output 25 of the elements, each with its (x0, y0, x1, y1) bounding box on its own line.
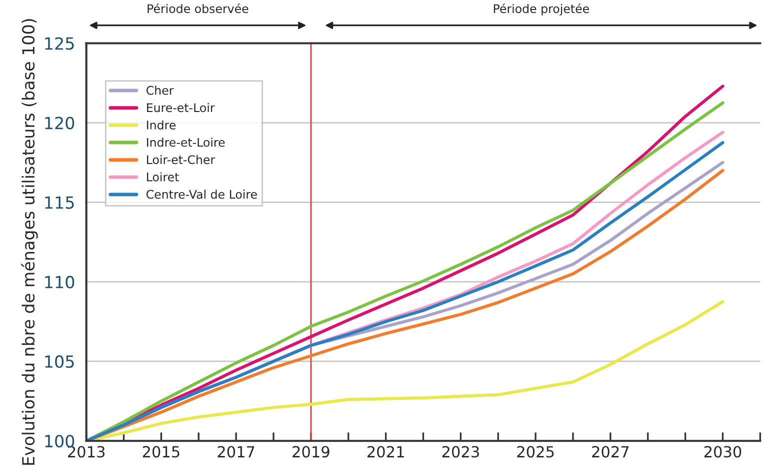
y-tick-label: 125 (45, 37, 74, 50)
y-tick-label: 105 (45, 355, 74, 368)
legend-label: Indre-et-Loire (147, 138, 225, 147)
legend-label: Centre-Val de Loire (146, 190, 257, 199)
y-axis-title: Evolution du nbre de ménages utilisateurs (base 100) (21, 19, 38, 465)
x-tick-label: 2027 (592, 446, 629, 458)
x-tick-label: 2021 (368, 446, 404, 458)
legend-label: Cher (146, 86, 174, 95)
x-tick-label: 2023 (442, 446, 479, 458)
legend-label: Eure-et-Loir (147, 103, 215, 112)
y-tick-label: 120 (45, 116, 74, 130)
y-tick-label: 115 (45, 196, 74, 209)
legend-label: Loiret (147, 172, 179, 182)
y-tick-label: 100 (45, 434, 74, 448)
text: Période observée (148, 4, 248, 14)
y-tick-label: 110 (45, 276, 74, 288)
x-tick-label: 2030 (704, 446, 742, 458)
legend-label: Loir-et-Cher (147, 154, 216, 164)
x-tick-label: 2015 (142, 446, 180, 458)
x-tick-label: 2013 (68, 446, 105, 458)
x-tick-label: 2019 (292, 446, 330, 458)
x-tick-label: 2017 (218, 446, 254, 458)
x-tick-label: 2025 (517, 446, 554, 458)
text: Période projetée (494, 4, 589, 16)
legend-label: Indre (147, 120, 176, 130)
